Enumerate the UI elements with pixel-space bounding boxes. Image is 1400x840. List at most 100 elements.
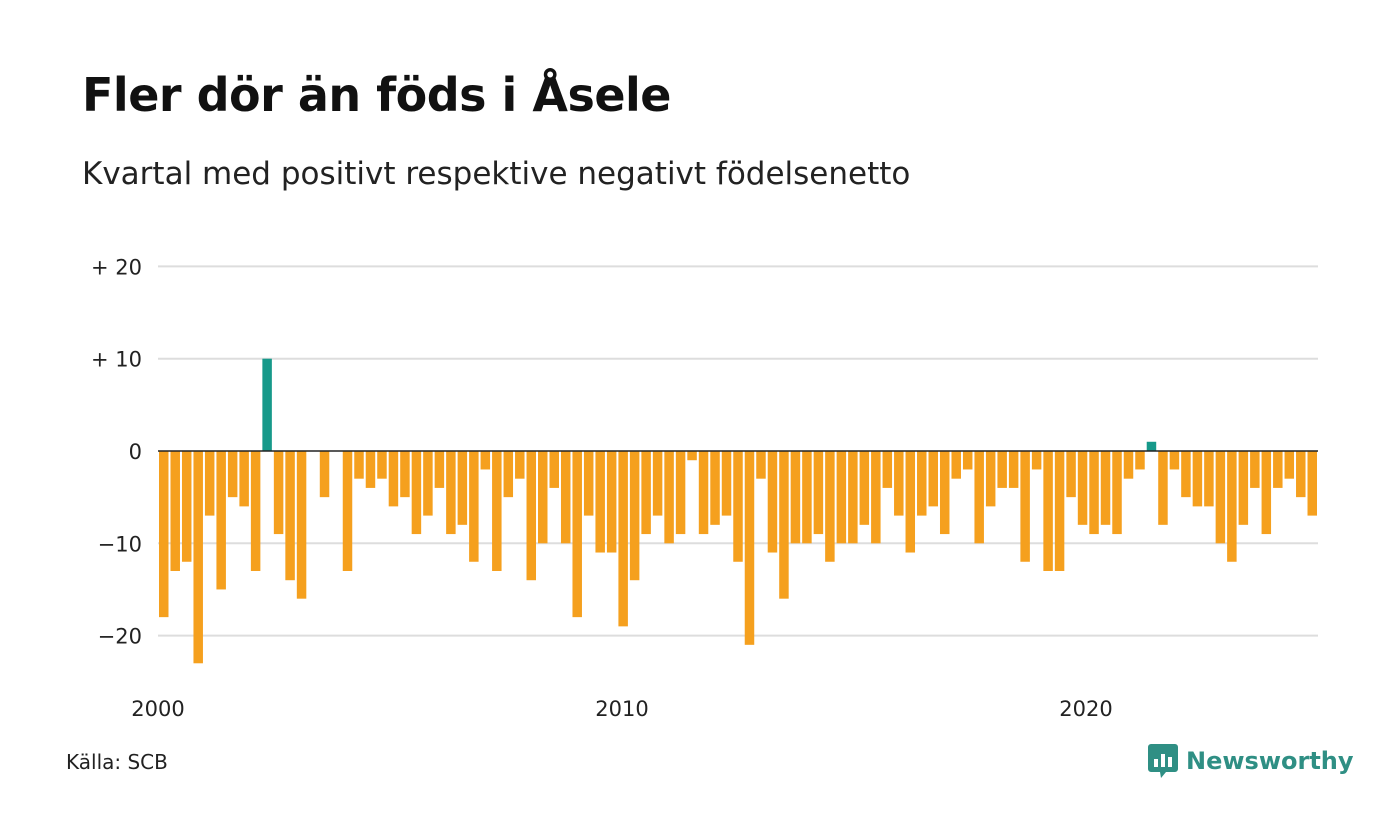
bar-negative [618, 451, 628, 627]
bar-negative [882, 451, 893, 488]
bar-negative [664, 451, 674, 544]
bar-negative [193, 451, 203, 664]
bar-negative [744, 451, 755, 645]
y-tick-label: 0 [129, 440, 142, 464]
bar-negative [790, 451, 801, 544]
bar-negative [652, 451, 663, 516]
bar-negative [181, 451, 192, 562]
source-note: Källa: SCB [66, 750, 168, 774]
bar-negative [825, 451, 835, 562]
bar-negative [216, 451, 226, 590]
bar-negative [503, 451, 514, 498]
bar-negative [273, 451, 284, 535]
bar-negative [721, 451, 732, 516]
bar-negative [733, 451, 743, 562]
bar-negative [319, 451, 330, 498]
bar-negative [1031, 451, 1042, 470]
bar-negative [377, 451, 387, 479]
bar-negative [1261, 451, 1272, 535]
bar-negative [1100, 451, 1111, 525]
bar-negative [641, 451, 651, 535]
bars [159, 358, 1317, 664]
bar-negative [1296, 451, 1306, 498]
bar-negative [469, 451, 479, 562]
bar-negative [342, 451, 353, 571]
y-axis-labels: + 20 + 10 0 −10 −20 [91, 255, 142, 648]
bar-negative [227, 451, 238, 498]
bar-negative [204, 451, 215, 516]
bar-negative [492, 451, 502, 571]
bar-negative [1181, 451, 1191, 498]
bar-negative [1227, 451, 1237, 562]
bar-negative [767, 451, 778, 553]
bar-negative [595, 451, 605, 553]
bar-negative [1066, 451, 1076, 498]
bar-negative [1020, 451, 1030, 562]
bar-negative [939, 451, 950, 535]
bar-negative [962, 451, 973, 470]
bar-negative [239, 451, 249, 507]
bar-negative [538, 451, 548, 544]
bar-negative [159, 451, 169, 618]
bar-negative [365, 451, 376, 488]
bar-negative [985, 451, 996, 507]
bar-negative [1135, 451, 1145, 470]
bar-negative [296, 451, 307, 599]
bar-negative [675, 451, 686, 535]
bar-negative [549, 451, 559, 488]
bar-negative [526, 451, 537, 581]
brand-name: Newsworthy [1186, 747, 1354, 775]
bar-negative [951, 451, 961, 479]
bar-negative [1273, 451, 1283, 488]
bar-negative [1077, 451, 1088, 525]
bar-negative [285, 451, 295, 581]
bar-negative [997, 451, 1007, 488]
bar-negative [802, 451, 812, 544]
bar-negative [560, 451, 571, 544]
chart-title: Fler dör än föds i Åsele [82, 68, 672, 122]
bar-negative [974, 451, 984, 544]
bar-negative [1238, 451, 1249, 525]
bar-negative [354, 451, 364, 479]
bar-positive [1146, 441, 1157, 451]
y-tick-label: −10 [98, 532, 142, 556]
bar-negative [629, 451, 640, 581]
bar-negative [1169, 451, 1180, 470]
bar-negative [1158, 451, 1168, 525]
bar-negative [446, 451, 456, 535]
bar-negative [250, 451, 261, 571]
bar-negative [1008, 451, 1019, 488]
bar-negative [606, 451, 617, 553]
bar-negative [928, 451, 938, 507]
bar-negative [1307, 451, 1317, 516]
bar-negative [871, 451, 881, 544]
bar-negative [1054, 451, 1065, 571]
bar-negative [170, 451, 180, 571]
bar-negative [836, 451, 847, 544]
bar-negative [400, 451, 410, 498]
bar-negative [1215, 451, 1226, 544]
bar-negative [894, 451, 904, 516]
bar-negative [480, 451, 491, 470]
bar-negative [434, 451, 445, 488]
bar-negative [1204, 451, 1214, 507]
x-tick-label: 2000 [131, 697, 184, 721]
bar-negative [1123, 451, 1134, 479]
bar-negative [756, 451, 766, 479]
x-tick-label: 2010 [595, 697, 648, 721]
x-axis-labels: 2000 2010 2020 [131, 697, 1112, 721]
bar-negative [848, 451, 858, 544]
bar-negative [710, 451, 720, 525]
bar-negative [813, 451, 824, 535]
bar-negative [1112, 451, 1122, 535]
bar-negative [457, 451, 468, 525]
bar-negative [1192, 451, 1203, 507]
chart-subtitle: Kvartal med positivt respektive negativt… [82, 156, 911, 192]
bar-negative [583, 451, 594, 516]
bar-negative [1043, 451, 1053, 571]
bar-negative [698, 451, 709, 535]
brand: Newsworthy [1148, 744, 1354, 778]
y-tick-label: + 10 [91, 348, 142, 372]
bar-negative [572, 451, 582, 618]
